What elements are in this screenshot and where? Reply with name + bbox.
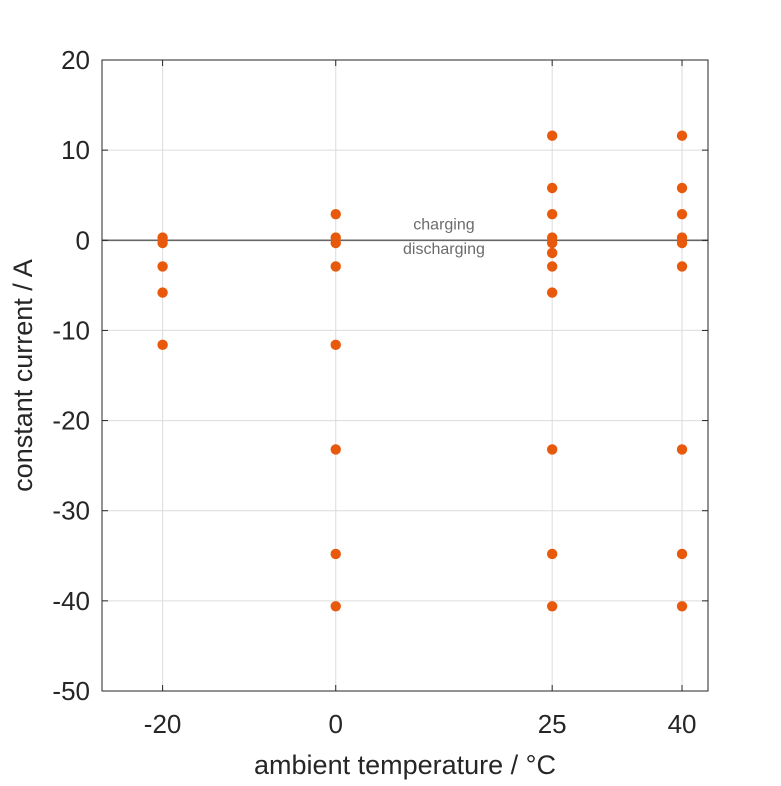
data-point [546,208,558,220]
y-tick-label: -30 [52,496,90,526]
data-point [330,601,341,612]
data-point [330,237,341,249]
data-point [546,444,558,455]
y-tick-labels: 20 10 0 -10 -20 -30 -40 -50 [52,45,90,706]
y-tick-label: 10 [61,135,90,165]
y-axis-title: constant current / A [8,259,38,492]
data-point [546,548,558,560]
data-point [330,261,341,272]
data-point [676,237,688,249]
y-tick-label: -20 [52,406,90,436]
data-point [546,287,558,298]
data-point [330,339,341,351]
data-point [546,130,558,141]
data-point [157,339,168,351]
data-point [676,548,688,560]
x-axis-title: ambient temperature / °C [254,750,556,780]
charging-annotation: charging [413,216,474,233]
data-point [546,261,558,272]
data-point [546,182,558,194]
data-point [330,548,341,560]
data-point [330,444,341,455]
data-point [676,130,688,141]
data-point [546,237,558,249]
x-tick-label: 40 [668,709,697,739]
data-point [676,601,688,612]
data-points-layer [157,130,688,612]
y-tick-label: -40 [52,586,90,616]
y-tick-label: 20 [61,45,90,75]
data-point [546,601,558,612]
data-point [676,261,688,272]
y-tick-label: -50 [52,676,90,706]
x-tick-label: 25 [538,709,567,739]
x-tick-label: -20 [144,709,182,739]
discharging-annotation: discharging [403,241,485,258]
data-point [157,237,168,249]
x-tick-label: 0 [329,709,343,739]
y-tick-label: -10 [52,315,90,345]
data-point [157,287,168,298]
data-point [157,261,168,272]
annotation-layer: charging discharging [403,216,485,257]
data-point [330,208,341,220]
x-tick-labels: -20 0 25 40 [144,709,697,739]
tick-mark-layer [102,59,708,692]
data-point [676,208,688,220]
data-point [676,444,688,455]
plot-frame [101,59,709,692]
data-point [546,247,558,259]
data-point [676,182,688,194]
y-tick-label: 0 [76,225,90,255]
